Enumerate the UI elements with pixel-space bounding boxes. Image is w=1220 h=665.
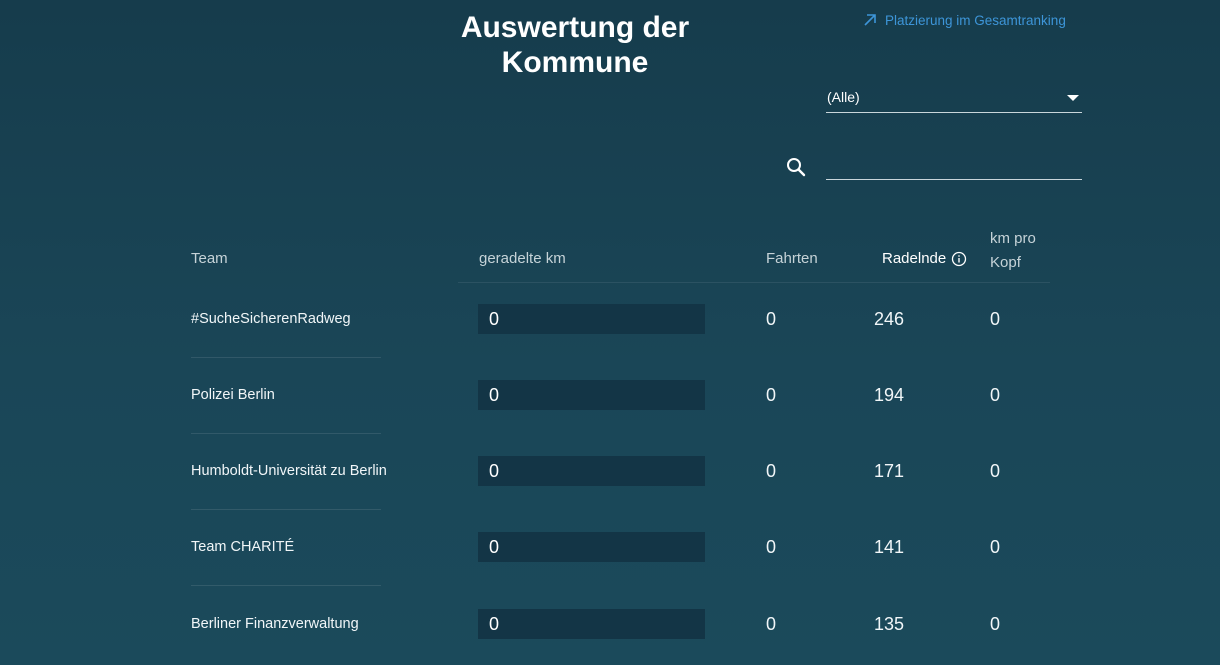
km-value: 0 (478, 304, 705, 334)
team-name: Berliner Finanzverwaltung (191, 616, 359, 632)
info-icon[interactable] (951, 251, 967, 267)
column-header-km-pro-kopf[interactable]: km pro Kopf (990, 227, 1060, 275)
row-divider (191, 357, 381, 358)
km-pro-kopf-value: 0 (990, 461, 1001, 481)
row-divider (191, 585, 381, 586)
team-name: Polizei Berlin (191, 387, 275, 403)
team-name: Humboldt-Universität zu Berlin (191, 463, 387, 479)
row-divider (191, 509, 381, 510)
column-header-team[interactable]: Team (191, 250, 228, 267)
row-divider (191, 433, 381, 434)
search-icon[interactable] (784, 155, 808, 179)
column-header-km[interactable]: geradelte km (479, 250, 566, 267)
fahrten-value: 0 (766, 461, 777, 481)
table-row: Polizei Berlin 0 0 194 0 (0, 357, 1220, 434)
filter-select-value: (Alle) (827, 89, 860, 105)
search-input[interactable] (826, 150, 1082, 180)
filter-select[interactable]: (Alle) (826, 84, 1082, 113)
table-row: Berliner Finanzverwaltung 0 0 135 0 (0, 585, 1220, 661)
fahrten-value: 0 (766, 537, 777, 557)
km-pro-kopf-value: 0 (990, 385, 1001, 405)
caret-down-icon (1067, 95, 1079, 101)
km-pro-kopf-value: 0 (990, 537, 1001, 557)
fahrten-value: 0 (766, 614, 777, 634)
team-name: Team CHARITÉ (191, 539, 295, 555)
table-row: Team CHARITÉ 0 0 141 0 (0, 509, 1220, 586)
page-title-line2: Kommune (501, 46, 649, 79)
km-value: 0 (478, 456, 705, 486)
page-title-line1: Auswertung der (460, 11, 690, 44)
column-header-radelnde-label: Radelnde (882, 250, 947, 267)
radelnde-value: 141 (874, 537, 905, 557)
km-pro-kopf-value: 0 (990, 309, 1001, 329)
page-title: Auswertung der Kommune (430, 10, 720, 80)
table-row: #SucheSicherenRadweg 0 0 246 0 (0, 281, 1220, 358)
radelnde-value: 194 (874, 385, 905, 405)
radelnde-value: 135 (874, 614, 905, 634)
team-name: #SucheSicherenRadweg (191, 311, 351, 327)
km-value: 0 (478, 532, 705, 562)
column-header-km-pro-kopf-line2: Kopf (990, 254, 1021, 271)
fahrten-value: 0 (766, 309, 777, 329)
overall-ranking-link-label: Platzierung im Gesamtranking (885, 12, 1066, 28)
overall-ranking-link[interactable]: Platzierung im Gesamtranking (862, 11, 1066, 29)
fahrten-value: 0 (766, 385, 777, 405)
km-value: 0 (478, 380, 705, 410)
column-header-fahrten[interactable]: Fahrten (766, 250, 818, 267)
column-header-radelnde[interactable]: Radelnde (882, 250, 967, 267)
column-header-km-pro-kopf-line1: km pro (990, 230, 1036, 247)
radelnde-value: 246 (874, 309, 905, 329)
table-row: Humboldt-Universität zu Berlin 0 0 171 0 (0, 433, 1220, 510)
km-value: 0 (478, 609, 705, 639)
header-divider (458, 282, 1050, 283)
km-pro-kopf-value: 0 (990, 614, 1001, 634)
arrow-up-right-icon (864, 14, 876, 26)
radelnde-value: 171 (874, 461, 905, 481)
